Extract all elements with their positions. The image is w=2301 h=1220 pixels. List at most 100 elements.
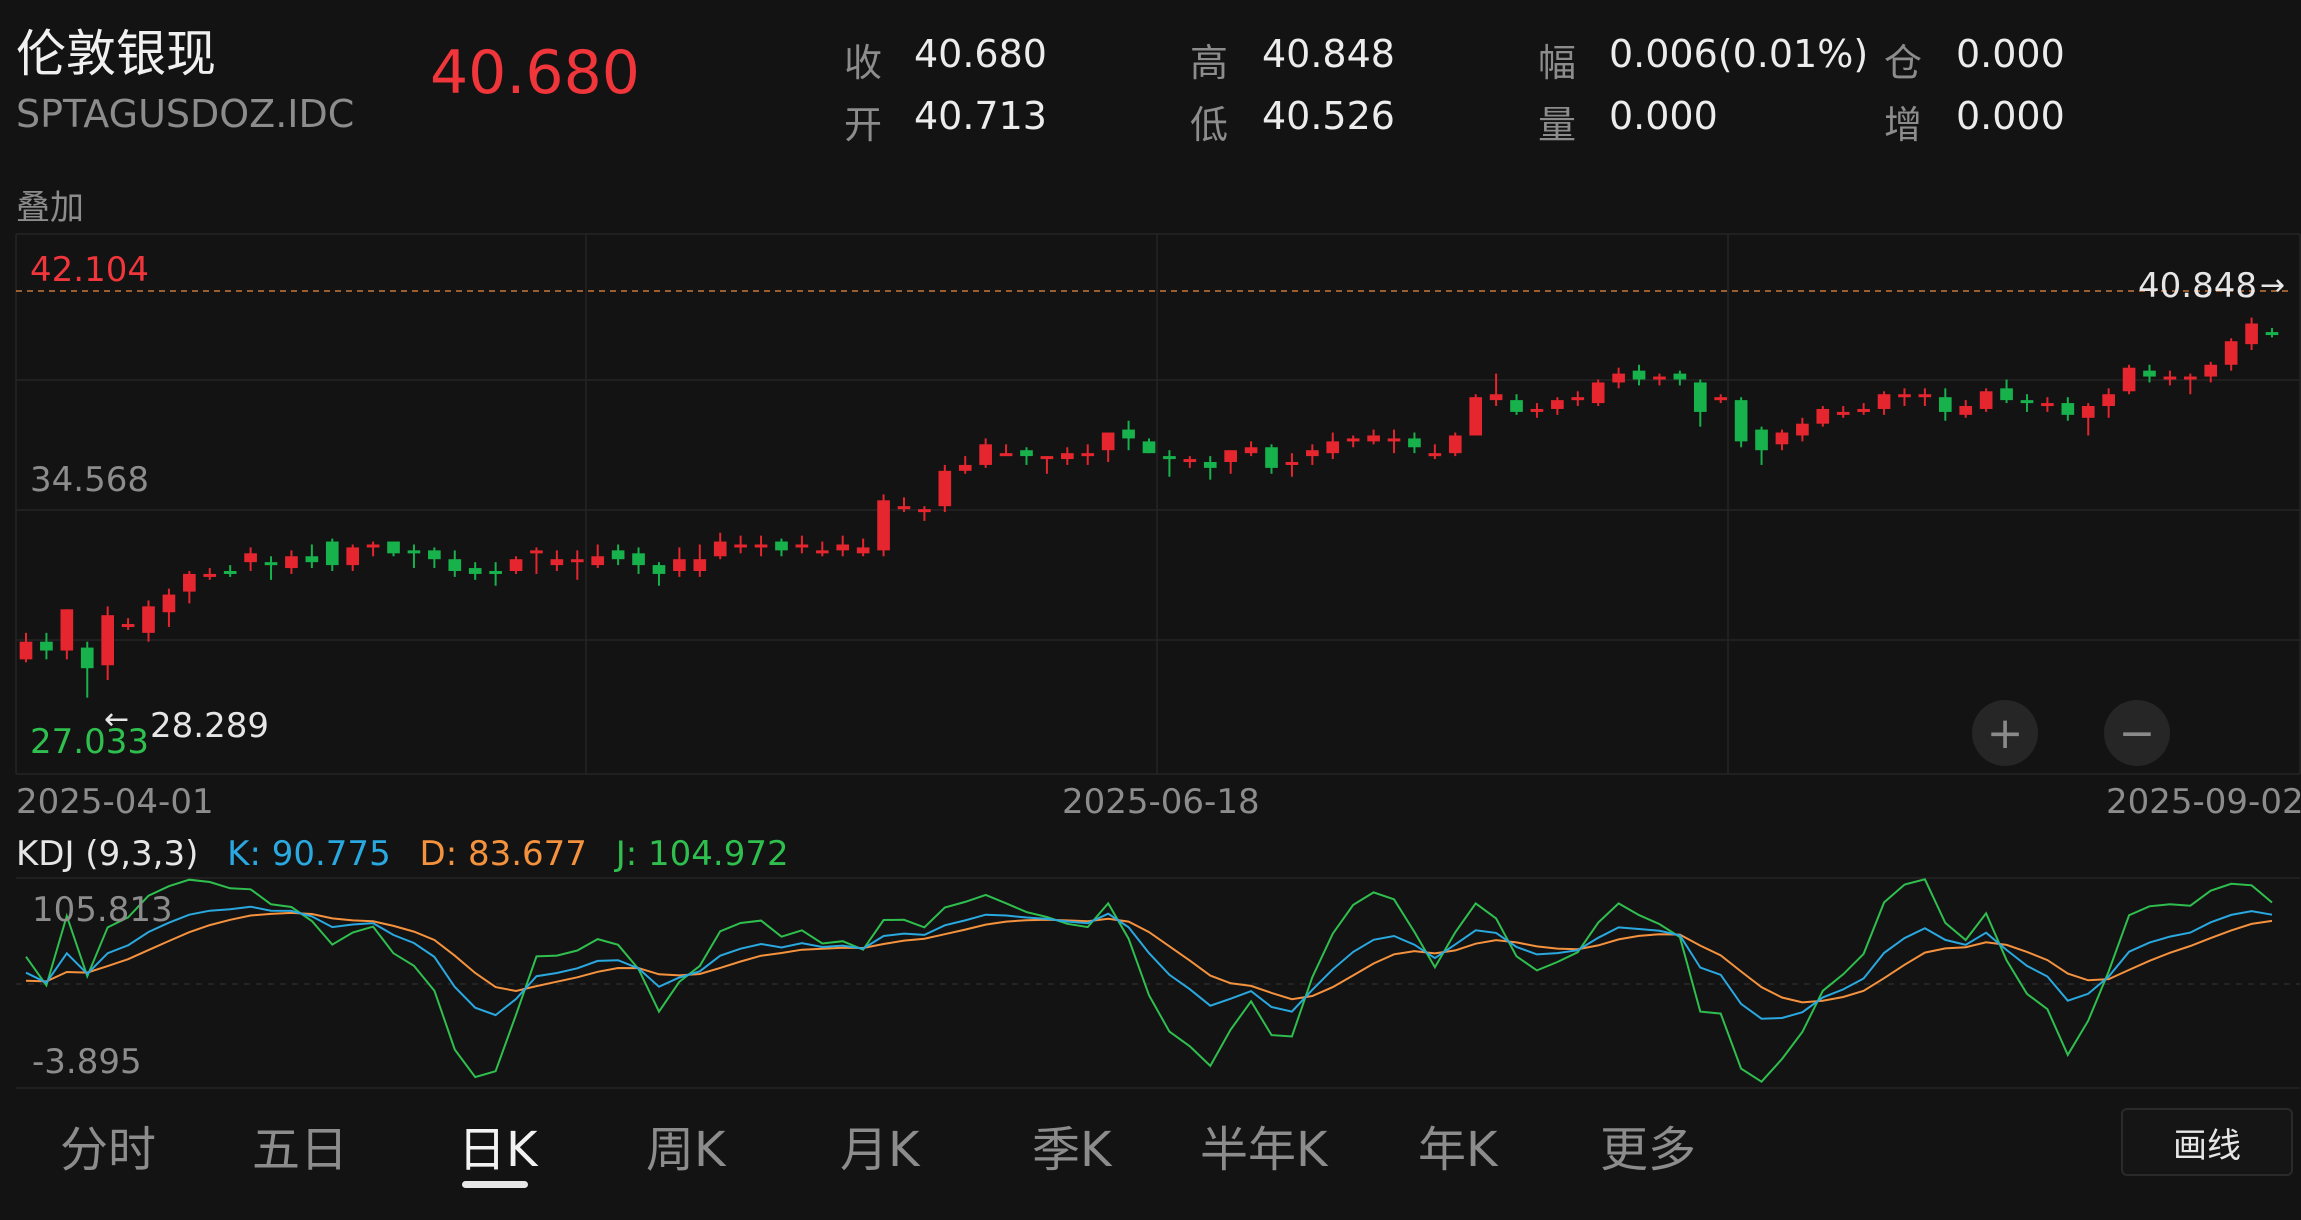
stat-volume-label: 量 — [1538, 103, 1577, 147]
tab-daily-k[interactable]: 日K — [458, 1122, 538, 1178]
tab-five-day[interactable]: 五日 — [252, 1122, 349, 1178]
candle — [2020, 394, 2034, 412]
zoom-in-button[interactable]: + — [1972, 700, 2038, 766]
tab-intraday[interactable]: 分时 — [60, 1122, 157, 1178]
zoom-out-button[interactable]: − — [2104, 700, 2170, 766]
candle — [2265, 327, 2279, 338]
candle — [1979, 388, 1993, 412]
candle — [713, 532, 727, 560]
candle — [734, 535, 747, 554]
candle-body — [815, 550, 829, 554]
overlay-button[interactable]: 叠加 — [16, 188, 84, 228]
candle — [673, 547, 686, 577]
candle-body — [1122, 429, 1135, 439]
candle-body — [1551, 400, 1564, 409]
candle-body — [203, 573, 217, 577]
candle-body — [2122, 367, 2136, 392]
candle — [1734, 397, 1748, 448]
stat-change-value: 0.006(0.01%) — [1609, 32, 1869, 76]
date-label-mid: 2025-06-18 — [1062, 782, 1260, 822]
candle-body — [2163, 376, 2177, 380]
candle — [80, 641, 94, 698]
candle — [1428, 444, 1442, 460]
candle-body — [897, 506, 911, 510]
tab-yearly-k[interactable]: 年K — [1418, 1122, 1498, 1178]
candle-body — [2020, 400, 2034, 404]
candle — [1775, 429, 1789, 451]
stat-openinterest-value: 0.000 — [1956, 32, 2065, 76]
candle — [1326, 432, 1340, 460]
candle-body — [979, 444, 992, 465]
candle — [1653, 373, 1666, 386]
candle — [979, 438, 992, 468]
tab-quarterly-k[interactable]: 季K — [1032, 1122, 1112, 1178]
candle-body — [223, 570, 237, 574]
candle — [1387, 429, 1401, 454]
candle — [1224, 450, 1238, 474]
candle-body — [244, 553, 257, 563]
draw-line-label: 画线 — [2173, 1125, 2241, 1166]
candle-body — [1938, 397, 1952, 412]
candle-body — [632, 553, 645, 566]
candle-body — [183, 573, 196, 592]
candle — [2081, 403, 2095, 436]
candle — [1857, 403, 1870, 415]
stat-increase-value: 0.000 — [1956, 94, 2065, 138]
candle — [489, 562, 502, 586]
tab-more[interactable]: 更多 — [1600, 1122, 1697, 1178]
tab-weekly-k[interactable]: 周K — [646, 1122, 726, 1178]
candle-body — [387, 541, 400, 554]
candle-body — [428, 550, 441, 560]
candle — [1918, 388, 1932, 407]
candle-body — [1693, 382, 1707, 412]
candle-body — [652, 565, 666, 574]
candle-body — [1918, 394, 1932, 398]
candle — [1183, 456, 1197, 468]
candle — [591, 544, 605, 569]
kdj-title: KDJ (9,3,3) — [16, 834, 199, 874]
stat-change-label: 幅 — [1538, 41, 1577, 85]
candle-body — [1755, 429, 1768, 451]
price-mid-label: 34.568 — [30, 460, 149, 500]
minus-icon: − — [2118, 707, 2156, 759]
candle — [366, 541, 380, 557]
candle — [468, 562, 482, 580]
candle-body — [40, 641, 53, 651]
candle — [754, 535, 768, 557]
candle-body — [2102, 394, 2115, 407]
candle-body — [1591, 382, 1605, 404]
candle-body — [1346, 438, 1360, 442]
draw-line-button[interactable]: 画线 — [2121, 1108, 2293, 1176]
kdj-j-line — [25, 878, 2273, 1083]
candle — [2102, 388, 2115, 418]
candle — [1959, 400, 1973, 418]
candle-body — [1510, 400, 1523, 412]
stat-low-value: 40.526 — [1262, 94, 1395, 138]
kdj-k-line — [25, 905, 2273, 1020]
tab-halfyear-k[interactable]: 半年K — [1200, 1122, 1328, 1178]
kdj-d-line — [25, 911, 2273, 1004]
candle-body — [1653, 376, 1666, 380]
candle — [611, 544, 625, 566]
stat-close-label: 收 — [844, 41, 883, 85]
stat-high-value: 40.848 — [1262, 32, 1395, 76]
candle — [1060, 447, 1074, 465]
candle — [1898, 388, 1911, 407]
candle-body — [366, 544, 380, 548]
candle-body — [611, 550, 625, 560]
candle — [1408, 432, 1421, 454]
candle-body — [836, 544, 850, 551]
candle — [550, 550, 564, 571]
candle-body — [1040, 456, 1054, 460]
tab-monthly-k[interactable]: 月K — [840, 1122, 920, 1178]
candle — [1693, 379, 1707, 427]
candle-body — [346, 547, 360, 566]
candle-body — [60, 609, 74, 651]
candle-body — [1142, 441, 1156, 454]
candle — [856, 538, 870, 557]
candle-body — [570, 559, 584, 563]
candle-body — [1530, 408, 1544, 412]
candle-body — [489, 570, 502, 574]
candle — [1551, 397, 1564, 415]
